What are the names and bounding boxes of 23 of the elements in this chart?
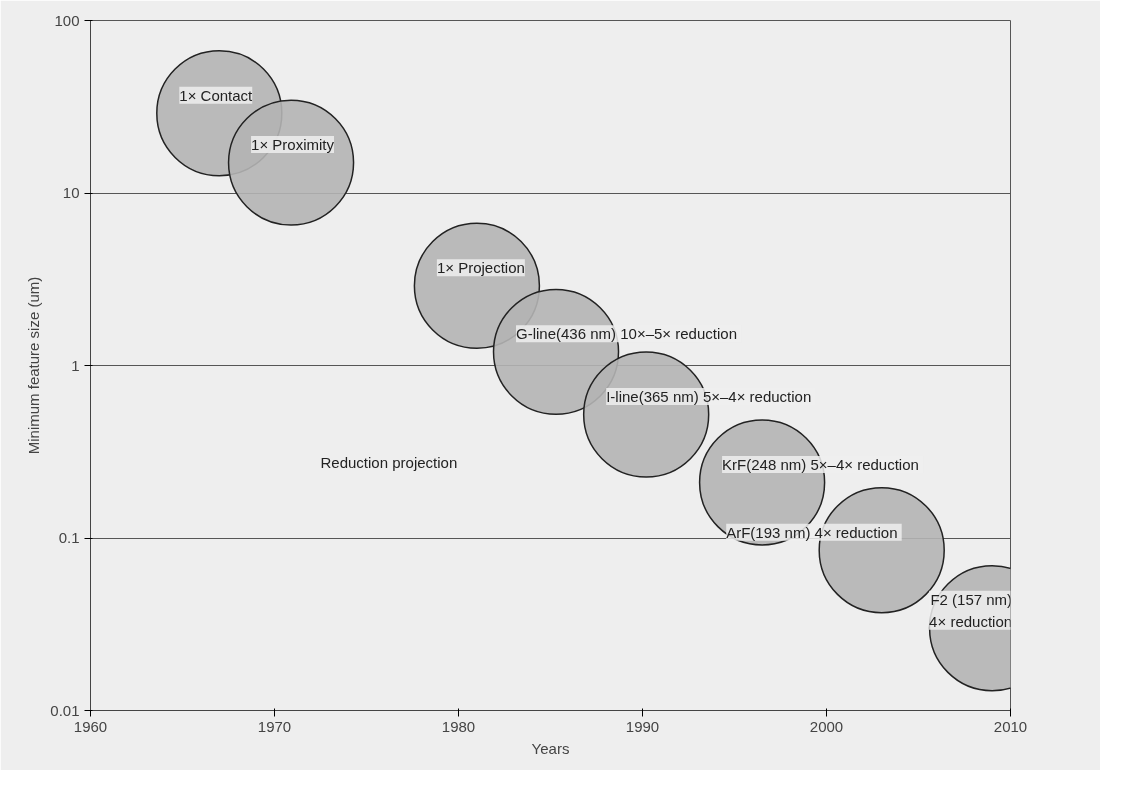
series-label: KrF(248 nm) 5×–4× reduction [722,455,919,473]
y-tick-label: 100 [54,11,80,29]
series-label: 1× Contact [179,86,254,104]
x-tick-label: 1970 [257,717,292,735]
point [227,99,355,226]
y-tick-label: 1 [71,356,80,374]
series-label: G-line(436 nm) 10×–5× reduction [516,325,737,343]
y-tick-label: 0.1 [58,529,80,546]
y-tick-label: 10 [62,184,80,201]
x-tick-label: 2000 [809,717,844,735]
annotation: Reduction projection [320,453,458,471]
x-tick-label: 1980 [441,717,476,735]
series-label: F2 (157 nm) 4× reduction [929,590,1013,630]
x-tick-label: 2010 [993,717,1028,735]
series-label: ArF(193 nm) 4× reduction [726,523,898,541]
series-label: 1× Projection [436,259,525,277]
y-axis-title: Minimum feature size (um) [25,276,43,455]
x-axis-title: Years [531,739,570,757]
x-tick-label: 1990 [625,717,660,735]
series-label: I-line(365 nm) 5×–4× reduction [606,387,812,405]
y-tick-label: 0.01 [50,701,80,719]
x-tick-label: 1960 [73,717,108,735]
series-label: 1× Proximity [251,136,335,154]
